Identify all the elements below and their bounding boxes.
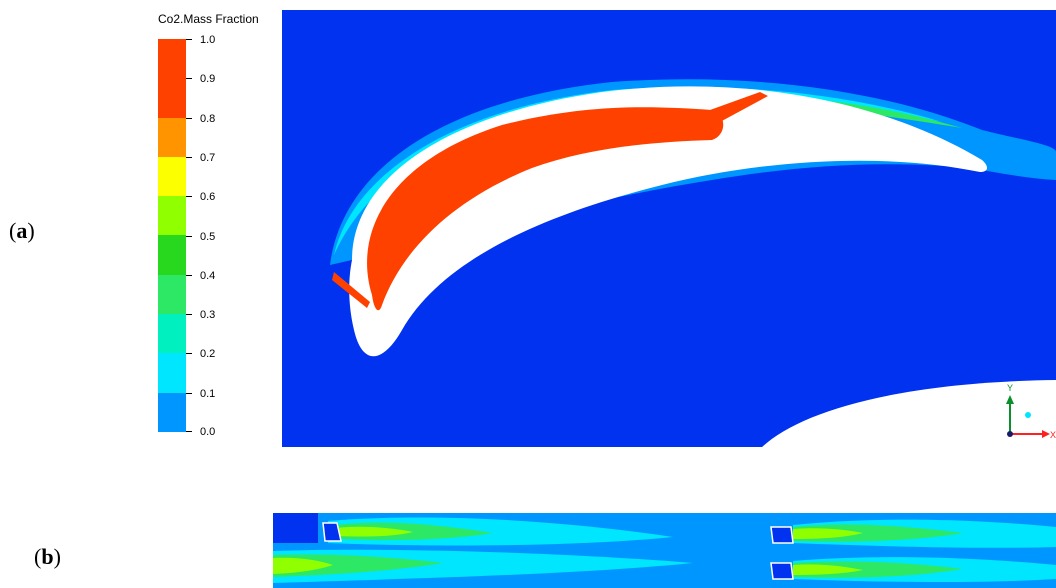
plume-upper-right-hot	[793, 528, 863, 539]
legend-tick-label: 0.9	[200, 73, 216, 85]
plume-upper-left-hot	[337, 526, 413, 537]
legend-tick-label: 0.6	[200, 191, 216, 203]
contour-plot-b	[273, 513, 1056, 588]
legend-band	[158, 235, 186, 275]
legend-band	[158, 117, 186, 157]
plume-lower-left-core	[273, 554, 443, 577]
legend-tick	[186, 275, 192, 276]
coolant-core	[367, 107, 724, 311]
hub-region	[762, 380, 1056, 447]
legend-band	[158, 274, 186, 315]
legend-tick	[186, 118, 192, 119]
legend-tick	[186, 39, 192, 40]
legend-tick	[186, 196, 192, 197]
legend-band	[158, 314, 186, 354]
legend-tick-label: 0.8	[200, 113, 216, 125]
legend-band	[158, 78, 186, 118]
color-legend-bar	[158, 39, 186, 432]
coolant-jet-suction	[710, 92, 768, 122]
legend-band	[158, 353, 186, 393]
legend-tick-label: 0.5	[200, 231, 216, 243]
legend-tick	[186, 314, 192, 315]
legend-tick-label: 1.0	[200, 34, 216, 46]
legend-tick-label: 0.1	[200, 388, 216, 400]
legend-tick	[186, 431, 192, 432]
legend-band	[158, 392, 186, 432]
plume-lower-right-core	[793, 561, 963, 578]
base-blue-b	[273, 513, 318, 543]
hole-upper-left	[322, 522, 342, 542]
plume-lower-right-hot	[793, 564, 863, 575]
legend-tick-label: 0.7	[200, 152, 216, 164]
plume-upper-right-core	[793, 524, 963, 542]
legend-tick	[186, 353, 192, 354]
legend-tick	[186, 157, 192, 158]
legend-tick	[186, 78, 192, 79]
axis-x-label: X	[1050, 430, 1056, 440]
hole-upper-right	[770, 526, 794, 544]
axis-y-label: Y	[1007, 383, 1013, 393]
legend-tick-label: 0.2	[200, 348, 216, 360]
legend-band	[158, 156, 186, 197]
legend-band	[158, 39, 186, 79]
legend-tick-label: 0.3	[200, 309, 216, 321]
legend-tick	[186, 236, 192, 237]
legend-tick	[186, 393, 192, 394]
legend-tick-label: 0.4	[200, 270, 216, 282]
coolant-jet-leading	[332, 272, 370, 308]
panel-label-a: (a)	[9, 218, 35, 243]
axis-triad: Y X	[1006, 383, 1056, 440]
hole-lower-right	[770, 562, 794, 580]
legend-band	[158, 196, 186, 236]
panel-label-b: (b)	[34, 544, 61, 569]
plume-lower-left-hot	[273, 557, 333, 574]
legend-tick-label: 0.0	[200, 426, 216, 438]
legend-title: Co2.Mass Fraction	[158, 12, 259, 26]
contour-plot-a: Y X	[282, 10, 1056, 447]
